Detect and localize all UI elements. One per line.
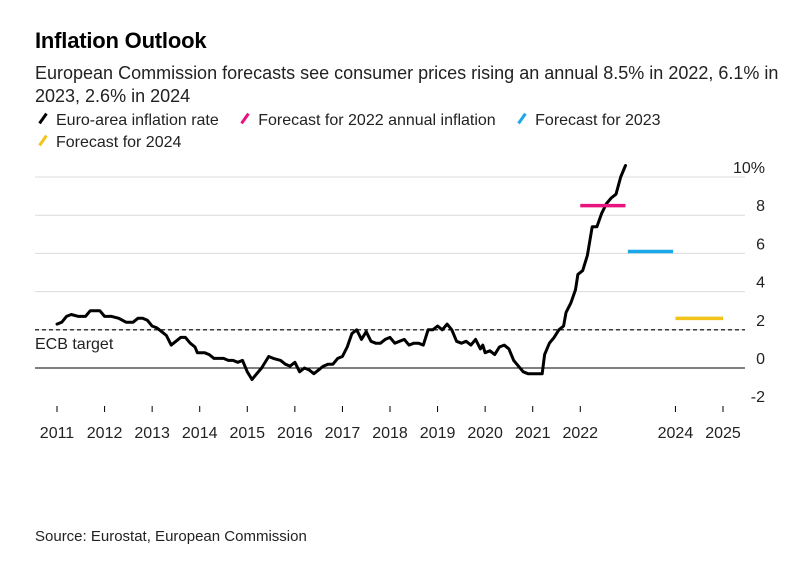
y-tick-label: 8 xyxy=(756,198,765,215)
x-tick-label: 2015 xyxy=(229,425,265,442)
y-tick-label: 2 xyxy=(756,313,765,330)
x-tick-label: 2020 xyxy=(467,425,503,442)
x-tick-label: 2025 xyxy=(705,425,741,442)
x-tick-label: 2024 xyxy=(658,425,694,442)
x-tick-label: 2018 xyxy=(372,425,408,442)
legend-label: Euro-area inflation rate xyxy=(56,112,219,129)
gridlines xyxy=(35,176,745,369)
x-tick-label: 2019 xyxy=(420,425,456,442)
y-tick-label: 10% xyxy=(733,160,765,177)
chart-title: Inflation Outlook xyxy=(35,28,207,53)
y-tick-label: 0 xyxy=(756,351,765,368)
y-tick-labels: 10% 8 6 4 2 0 -2 xyxy=(733,160,765,406)
x-tick-label: 2016 xyxy=(277,425,313,442)
legend-item-forecast-2023: Forecast for 2023 xyxy=(514,110,661,132)
x-tick-label: 2022 xyxy=(562,425,598,442)
x-tick-label: 2017 xyxy=(325,425,361,442)
y-tick-label: 6 xyxy=(756,236,765,253)
legend: Euro-area inflation rate Forecast for 20… xyxy=(35,110,795,154)
y-tick-label: -2 xyxy=(751,389,765,406)
x-tick-label: 2021 xyxy=(515,425,551,442)
legend-item-forecast-2022: Forecast for 2022 annual inflation xyxy=(237,110,496,132)
ecb-target-label: ECB target xyxy=(35,336,114,353)
y-tick-label: 4 xyxy=(756,275,765,292)
legend-label: Forecast for 2024 xyxy=(56,134,182,151)
series-group xyxy=(55,164,723,381)
legend-item-inflation: Euro-area inflation rate xyxy=(35,110,219,132)
x-tick-label: 2013 xyxy=(134,425,170,442)
chart-subtitle: European Commission forecasts see consum… xyxy=(35,63,779,106)
legend-item-forecast-2024: Forecast for 2024 xyxy=(35,132,181,154)
legend-label: Forecast for 2023 xyxy=(535,112,661,129)
series-line-inflation-rate xyxy=(55,164,627,381)
x-tick-label: 2011 xyxy=(40,425,75,442)
legend-label: Forecast for 2022 annual inflation xyxy=(258,112,496,129)
source-note: Source: Eurostat, European Commission xyxy=(35,528,307,545)
x-tick-labels: 2011 2012 2013 2014 2015 2016 2017 2018 2019 2020… xyxy=(40,406,741,442)
x-tick-label: 2012 xyxy=(87,425,123,442)
x-tick-label: 2014 xyxy=(182,425,218,442)
